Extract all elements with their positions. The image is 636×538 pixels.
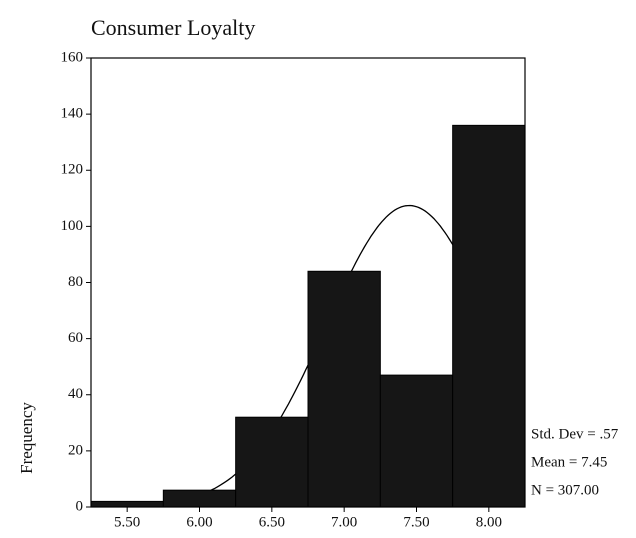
bar <box>452 124 526 508</box>
bar <box>90 500 164 508</box>
y-tick-label: 60 <box>68 330 83 346</box>
x-tick-label: 7.50 <box>403 514 429 530</box>
plot-frame <box>90 57 526 508</box>
stats-label: N = 307.00 <box>531 482 599 498</box>
x-tick-label: 7.00 <box>331 514 357 530</box>
y-axis-label: Frequency <box>17 402 36 474</box>
x-tick-label: 5.50 <box>114 514 140 530</box>
bar <box>235 416 309 508</box>
x-tick-label: 8.00 <box>476 514 502 530</box>
stats-label: Std. Dev = .57 <box>531 426 619 442</box>
y-tick-label: 20 <box>68 442 83 458</box>
bar <box>307 270 381 508</box>
stats-label: Mean = 7.45 <box>531 454 607 470</box>
bar <box>162 489 237 508</box>
x-tick-label: 6.50 <box>259 514 285 530</box>
y-tick-label: 40 <box>68 386 83 402</box>
y-tick-label: 160 <box>61 49 84 65</box>
y-tick-label: 80 <box>68 274 83 290</box>
y-tick-label: 0 <box>76 498 84 514</box>
bar <box>379 374 454 508</box>
x-tick-label: 6.00 <box>186 514 212 530</box>
y-tick-label: 120 <box>61 162 84 178</box>
y-tick-label: 100 <box>61 218 84 234</box>
y-tick-label: 140 <box>61 106 84 122</box>
chart-title: Consumer Loyalty <box>91 15 255 40</box>
